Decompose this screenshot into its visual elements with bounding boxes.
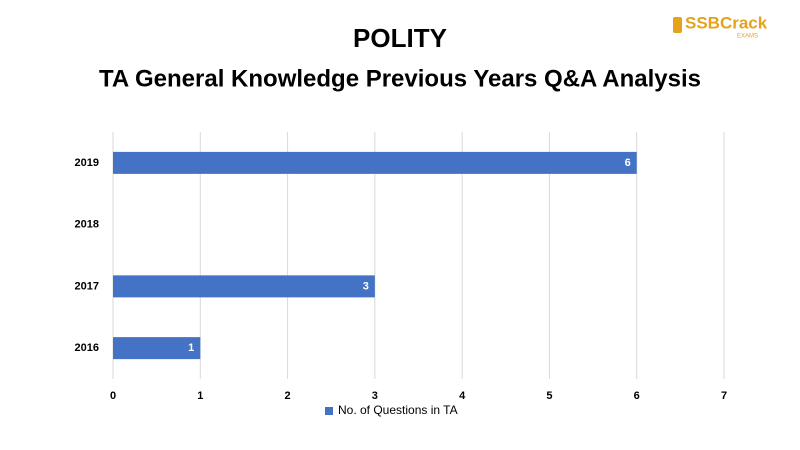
x-tick-label: 6 (634, 390, 640, 402)
y-tick-label: 2019 (75, 157, 99, 169)
x-tick-label: 4 (459, 390, 466, 402)
bar (113, 151, 637, 174)
logo-icon (673, 17, 682, 33)
x-tick-label: 0 (110, 390, 116, 402)
data-label: 1 (188, 342, 194, 354)
data-label: 3 (363, 280, 369, 292)
bar (113, 337, 201, 360)
x-tick-label: 5 (546, 390, 552, 402)
x-tick-label: 3 (372, 390, 378, 402)
logo-subtext: EXAMS (737, 34, 758, 40)
legend-label: No. of Questions in TA (338, 403, 458, 417)
x-tick-label: 7 (721, 390, 727, 402)
logo-text: SSBCrack (685, 13, 768, 32)
logo: SSBCrack EXAMS (673, 13, 768, 40)
x-tick-label: 1 (197, 390, 203, 402)
y-tick-label: 2016 (75, 342, 99, 354)
chart-title: POLITY (353, 23, 447, 53)
y-tick-label: 2018 (75, 219, 99, 231)
legend-swatch (325, 407, 333, 415)
data-label: 6 (625, 157, 631, 169)
chart-subtitle: TA General Knowledge Previous Years Q&A … (99, 65, 701, 92)
bar (113, 275, 375, 298)
y-tick-label: 2017 (75, 280, 99, 292)
x-tick-label: 2 (285, 390, 291, 402)
